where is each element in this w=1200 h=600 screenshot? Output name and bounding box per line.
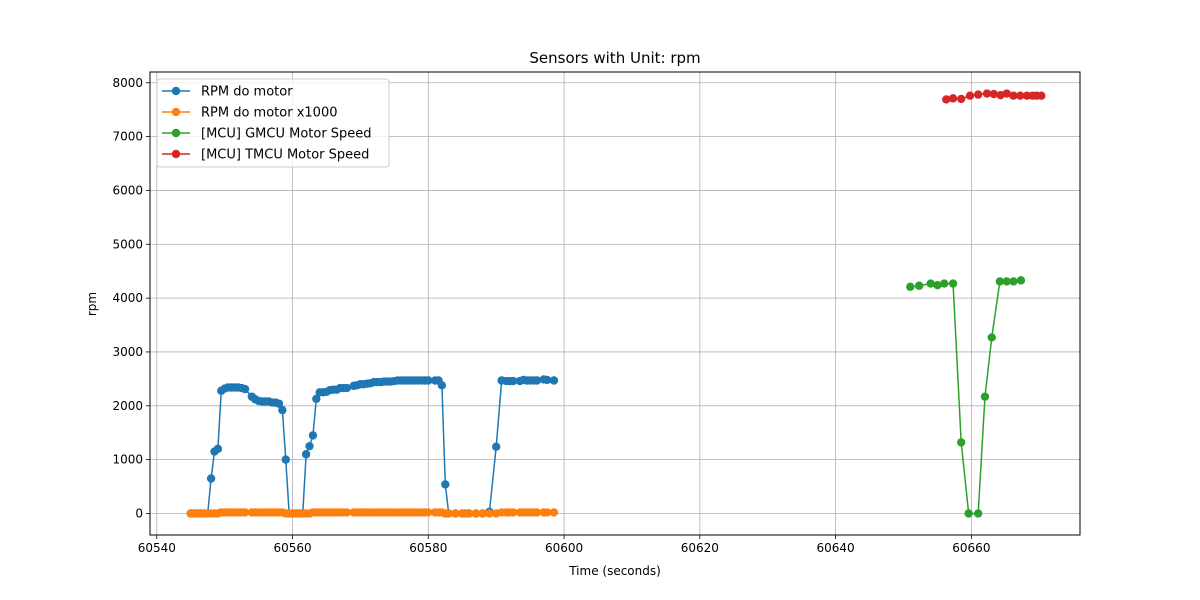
data-point: [532, 376, 542, 385]
series-4: [942, 89, 1046, 104]
y-tick-label: 8000: [112, 76, 143, 90]
data-point: [451, 509, 460, 518]
x-tick-label: 60660: [952, 541, 990, 555]
legend-marker: [171, 149, 181, 159]
legend-entry: RPM do motor x1000: [162, 106, 337, 121]
x-axis-ticks: 60540 60560 60580 60600 60620 60640 60660: [138, 535, 990, 555]
data-point: [240, 508, 250, 517]
data-point: [206, 474, 216, 483]
data-point: [213, 444, 223, 454]
y-tick-label: 3000: [112, 345, 143, 359]
data-point: [281, 455, 290, 464]
data-point: [278, 405, 287, 415]
chart-title: Sensors with Unit: rpm: [529, 49, 700, 67]
legend-box: [156, 78, 390, 168]
legend-marker: [171, 86, 181, 96]
data-point: [957, 94, 966, 104]
legend-label: [MCU] GMCU Motor Speed: [201, 127, 372, 142]
legend-entry: [MCU] GMCU Motor Speed: [162, 127, 372, 142]
x-tick-label: 60560: [273, 541, 311, 555]
y-axis-label: rpm: [85, 292, 99, 316]
data-point: [478, 509, 487, 518]
series-3: [906, 276, 1026, 518]
data-point: [1002, 277, 1011, 286]
data-point: [532, 508, 542, 517]
data-point: [940, 279, 949, 288]
data-point: [1002, 89, 1011, 98]
data-point: [240, 384, 250, 394]
data-point: [1037, 91, 1046, 100]
data-point: [926, 279, 935, 288]
data-point: [441, 480, 450, 489]
y-tick-label: 4000: [112, 291, 143, 305]
series-layer: [186, 89, 1046, 518]
series-2: [186, 508, 559, 518]
data-point: [948, 279, 958, 288]
data-point: [995, 277, 1005, 286]
data-point: [308, 431, 318, 440]
x-tick-label: 60540: [138, 541, 176, 555]
data-point: [989, 89, 998, 99]
legend-marker: [171, 107, 181, 117]
data-point: [485, 509, 494, 518]
data-point: [957, 438, 966, 447]
data-point: [424, 376, 433, 385]
data-point: [1009, 91, 1018, 100]
plot-frame: [149, 71, 1081, 536]
x-tick-label: 60640: [817, 541, 855, 555]
data-point: [305, 441, 314, 451]
data-point: [542, 375, 552, 385]
legend-entry: RPM do motor: [162, 85, 293, 100]
data-point: [964, 509, 973, 518]
data-point: [549, 376, 559, 385]
x-tick-label: 60620: [681, 541, 719, 555]
data-point: [973, 90, 983, 99]
x-tick-label: 60600: [545, 541, 583, 555]
x-tick-label: 60580: [409, 541, 447, 555]
data-point: [508, 376, 518, 386]
data-point: [274, 399, 284, 408]
y-tick-label: 2000: [112, 399, 143, 413]
data-point: [342, 383, 352, 393]
data-point: [542, 508, 552, 517]
data-point: [973, 509, 983, 518]
data-point: [982, 89, 992, 98]
data-point: [914, 281, 924, 290]
x-axis-label: Time (seconds): [568, 564, 661, 578]
data-point: [965, 91, 975, 100]
legend-label: RPM do motor x1000: [201, 106, 337, 121]
data-point: [471, 509, 481, 518]
data-point: [342, 508, 352, 517]
y-axis-ticks: 0 1000 2000 3000 4000 5000 6000 7000 8000: [112, 76, 150, 520]
data-point: [549, 508, 559, 517]
data-point: [1016, 276, 1026, 285]
data-point: [906, 282, 915, 292]
legend-entry: [MCU] TMCU Motor Speed: [162, 148, 369, 163]
data-point: [492, 442, 501, 451]
data-point: [933, 281, 942, 290]
data-point: [312, 394, 321, 403]
data-point: [1016, 91, 1025, 100]
data-point: [437, 381, 447, 390]
y-tick-label: 1000: [112, 453, 143, 467]
data-point: [987, 333, 996, 342]
data-point: [980, 392, 990, 401]
legend-label: RPM do motor: [201, 85, 293, 100]
y-tick-label: 5000: [112, 237, 143, 251]
legend-marker: [171, 128, 181, 138]
y-tick-label: 7000: [112, 130, 143, 144]
data-point: [301, 450, 311, 459]
data-point: [948, 94, 958, 103]
data-point: [444, 509, 453, 518]
legend: RPM do motor RPM do motor x1000 [MCU] GMCU…: [156, 78, 390, 168]
data-point: [1009, 277, 1018, 286]
y-tick-label: 6000: [112, 183, 143, 197]
y-tick-label: 0: [135, 506, 143, 520]
legend-label: [MCU] TMCU Motor Speed: [201, 148, 369, 163]
data-point: [942, 95, 951, 104]
data-point: [424, 508, 433, 517]
data-point: [464, 509, 474, 518]
data-point: [508, 508, 518, 517]
